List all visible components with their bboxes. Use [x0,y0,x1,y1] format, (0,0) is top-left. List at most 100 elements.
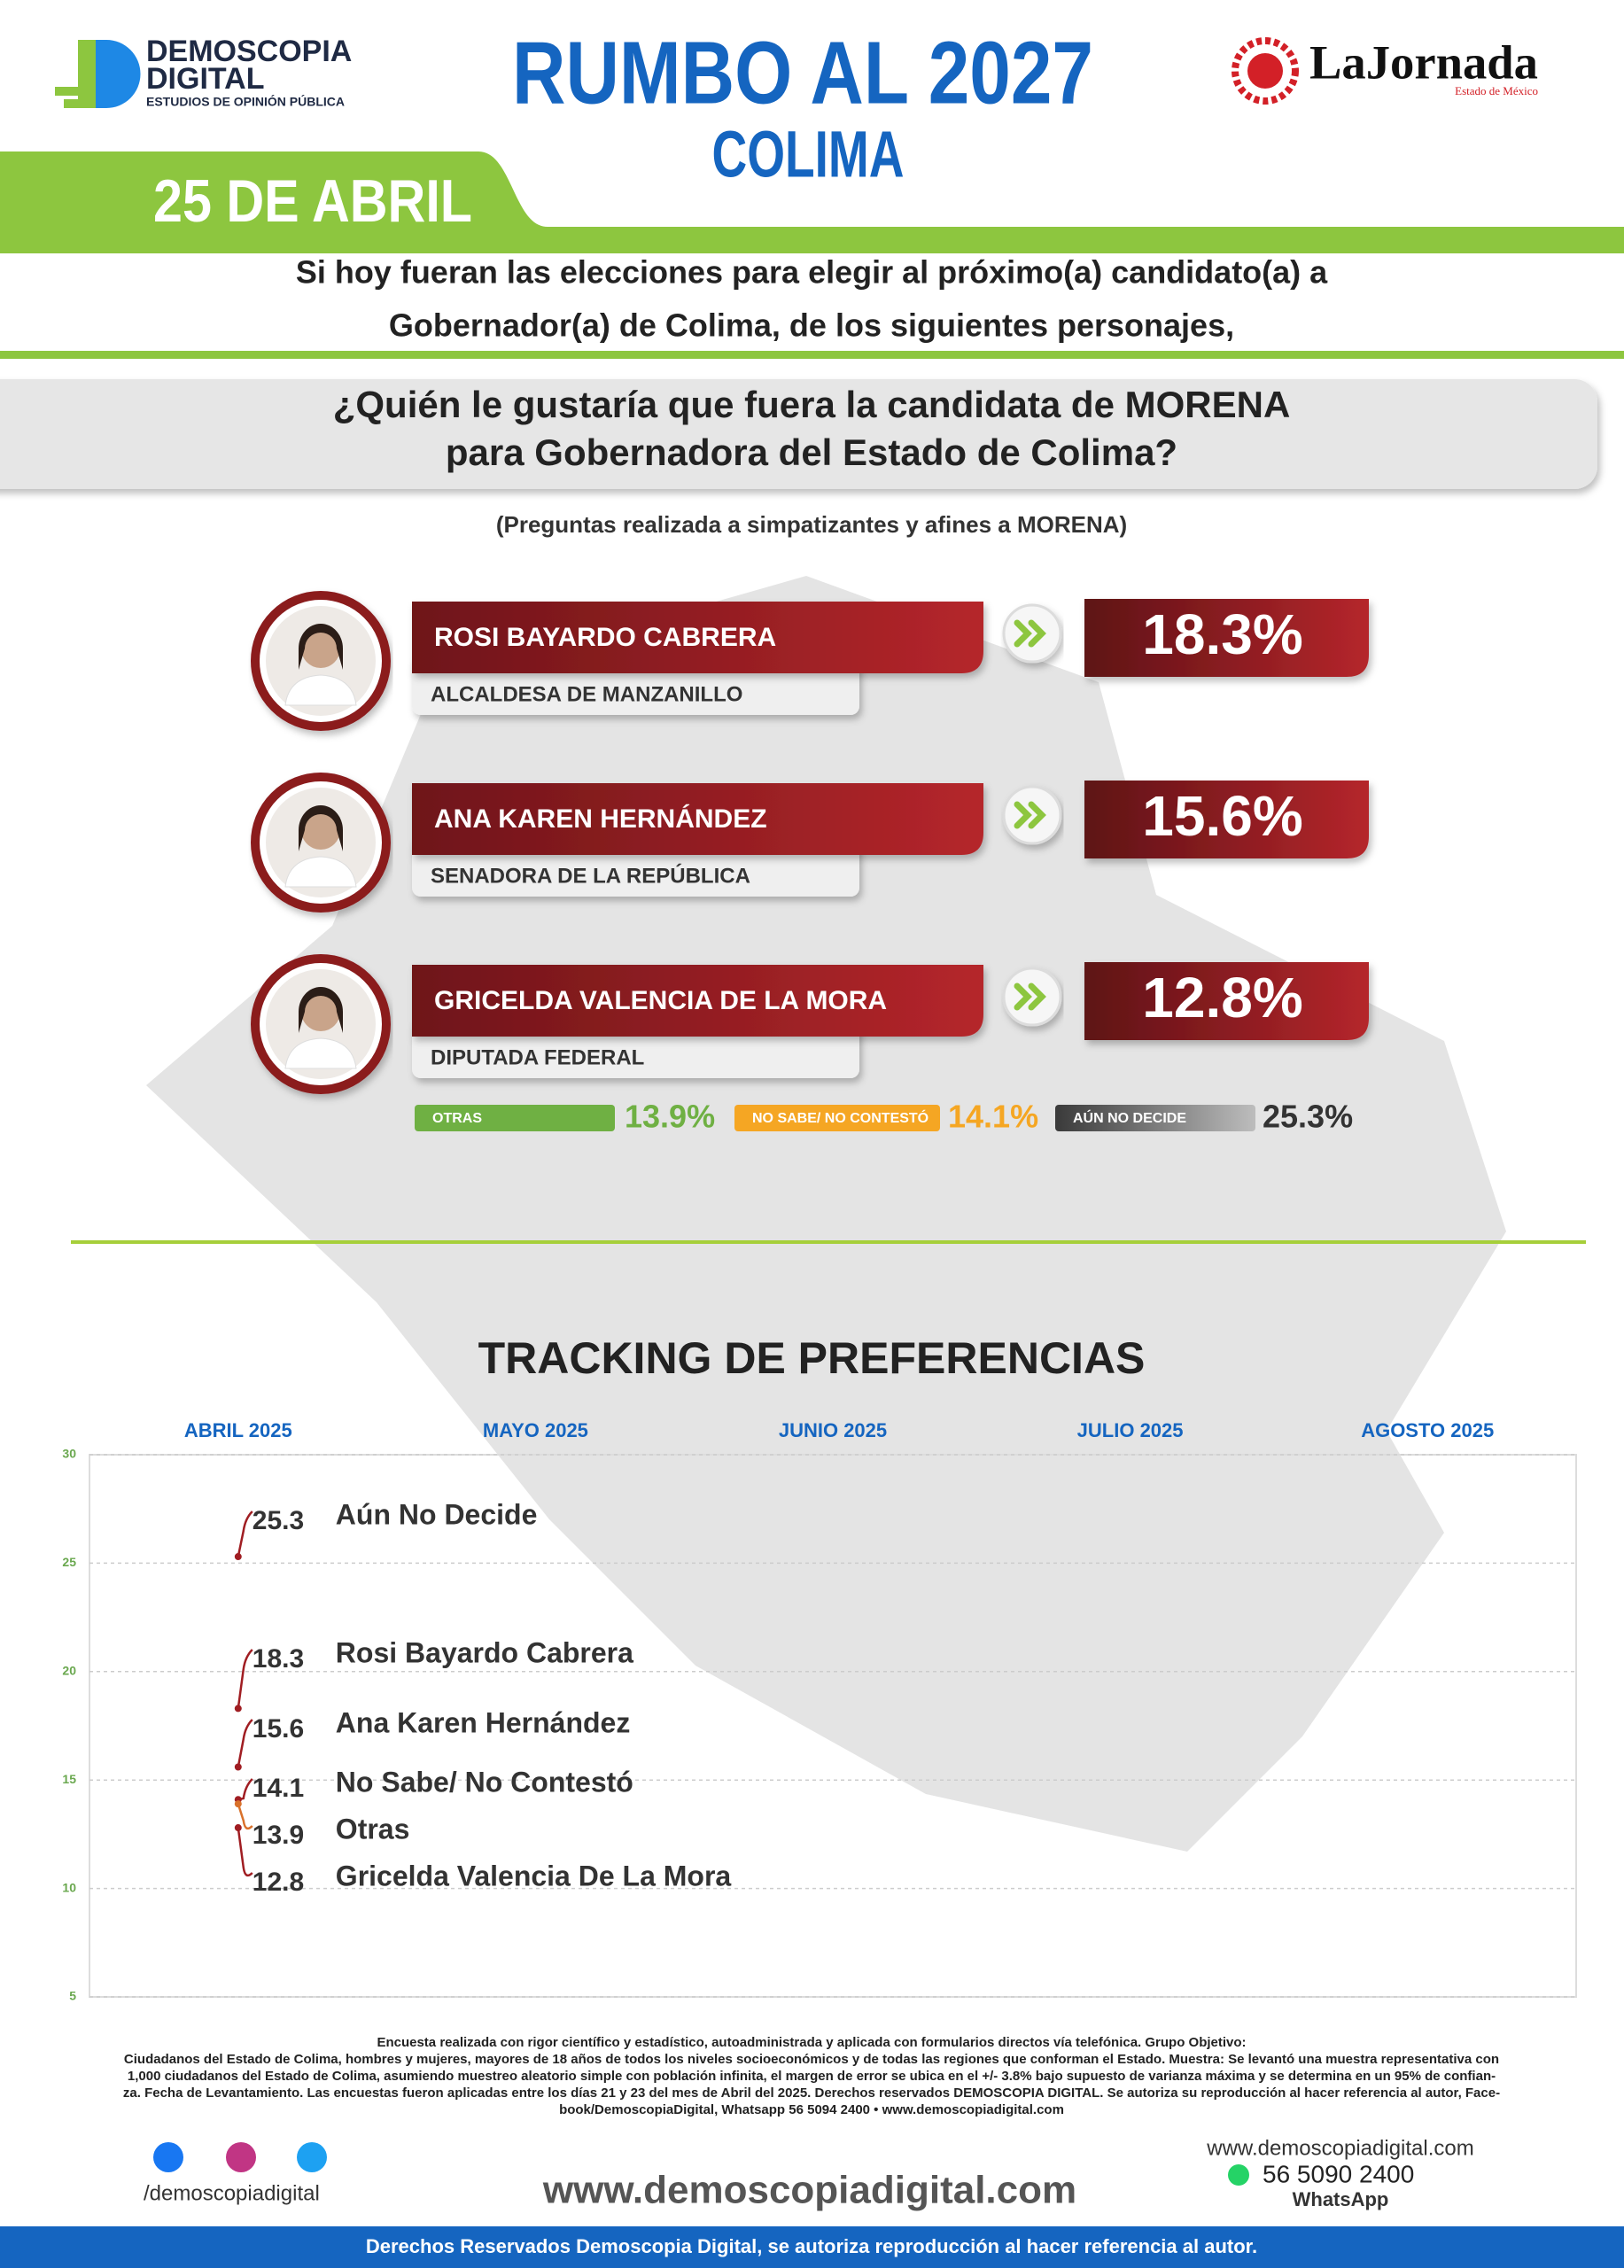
arrow-icon [1014,801,1046,829]
disclaimer-line: 1,000 ciudadanos del Estado de Colima, a… [128,2069,1496,2084]
candidate-role: DIPUTADA FEDERAL [431,1045,644,1069]
result-label: 15.6% [1142,784,1302,848]
x-tick-label: ABRIL 2025 [184,1419,292,1441]
result-label: 18.3% [1142,602,1302,666]
x-tick-label: AGOSTO 2025 [1361,1419,1494,1441]
brand-name: DEMOSCOPIA [146,35,352,68]
point-value: 25.3 [253,1506,304,1535]
question-box [0,379,1597,489]
data-point [234,1763,242,1771]
x-tick-label: MAYO 2025 [483,1419,588,1441]
disclaimer-line: za. Fecha de Levantamiento. Las encuesta… [123,2085,1500,2101]
x-tick-label: JULIO 2025 [1077,1419,1184,1441]
leader-line [237,1719,253,1767]
point-value: 12.8 [253,1868,304,1897]
photo-hair [299,624,343,670]
social-handle: /demoscopiadigital [144,2181,320,2205]
photo-hair [299,805,343,851]
series-name: Ana Karen Hernández [336,1706,631,1738]
point-value: 18.3 [253,1644,304,1674]
question-line: para Gobernadora del Estado de Colima? [446,431,1177,473]
arrow-circle [1002,785,1062,845]
disclaimer-line: book/DemoscopiaDigital, Whatsapp 56 5094… [559,2102,1064,2117]
name-bar [412,965,983,1037]
series-name: Aún No Decide [336,1498,538,1530]
data-point [234,1553,242,1561]
intro-line: Gobernador(a) de Colima, de los siguient… [389,307,1234,344]
series-name: Gricelda Valencia De La Mora [336,1860,732,1891]
rights-band [0,2226,1624,2268]
leader-line [237,1511,253,1557]
whatsapp-icon [1228,2164,1249,2186]
photo-head [301,811,340,850]
social-icon [226,2142,256,2172]
social-icon [153,2142,183,2172]
contact-web: www.demoscopiadigital.com [1206,2136,1473,2160]
arrow-circle [1002,967,1062,1027]
leader-line [237,1649,253,1709]
disclaimer-line: Encuesta realizada con rigor científico … [377,2035,1246,2050]
contact-phone: 56 5090 2400 [1263,2160,1414,2187]
candidate-name: GRICELDA VALENCIA DE LA MORA [434,986,887,1015]
plot-frame [89,1454,1577,1998]
logo-d-left [78,40,96,108]
name-bar [412,602,983,673]
data-point [234,1800,242,1808]
others-label: NO SABE/ NO CONTESTÓ [752,1109,929,1126]
x-tick-label: JUNIO 2025 [779,1419,887,1441]
y-tick-label: 30 [62,1447,76,1461]
others-result: 13.9% [625,1099,715,1135]
series-name: No Sabe/ No Contestó [336,1766,633,1798]
series-name: Otras [336,1813,410,1845]
partner-name: LaJornada [1309,35,1538,89]
result-box [1084,962,1369,1040]
question-line: ¿Quién le gustaría que fuera la candidat… [333,384,1291,425]
website-main: www.demoscopiadigital.com [542,2169,1076,2212]
y-tick-label: 20 [62,1664,76,1678]
data-point [234,1824,242,1832]
others-result: 25.3% [1263,1099,1353,1135]
disclaimer-line: Ciudadanos del Estado de Colima, hombres… [124,2052,1499,2067]
leader-line [237,1827,253,1877]
others-label: AÚN NO DECIDE [1073,1109,1186,1126]
others-result: 14.1% [948,1099,1038,1135]
y-tick-label: 5 [69,1989,76,2003]
divider [0,351,1624,359]
footer: Encuesta realizada con rigor científico … [0,2035,1624,2268]
result-box [1084,781,1369,858]
intro-line: Si hoy fueran las elecciones para elegir… [296,254,1328,291]
question-note: (Preguntas realizada a simpatizantes y a… [496,511,1127,538]
partner-sub: Estado de México [1455,84,1538,97]
y-tick-label: 10 [62,1880,76,1894]
others-bar [415,1105,615,1131]
partner-logo: LaJornada Estado de México [1232,35,1538,105]
leader-line [237,1778,253,1801]
arrow-icon [1014,619,1046,648]
point-value: 13.9 [253,1821,304,1850]
others-bar [734,1105,940,1131]
brand-logo: DEMOSCOPIA DIGITAL ESTUDIOS DE OPINIÓN P… [55,35,352,109]
result-label: 12.8% [1142,966,1302,1029]
candidate-name: ANA KAREN HERNÁNDEZ [434,804,767,834]
leader-line [237,1803,253,1830]
logo-bar [64,99,90,108]
candidate-name: ROSI BAYARDO CABRERA [434,623,776,652]
partner-emblem [1247,53,1283,89]
main-title: RUMBO AL 2027 [512,23,1093,122]
y-tick-label: 15 [62,1772,76,1786]
brand-tagline: ESTUDIOS DE OPINIÓN PÚBLICA [146,94,345,109]
date-band [0,151,1624,253]
chart-title: TRACKING DE PREFERENCIAS [478,1333,1146,1383]
partner-emblem [1232,37,1299,105]
data-point [234,1705,242,1713]
tracking-chart: TRACKING DE PREFERENCIAS ABRIL 2025 MAYO 2… [62,1333,1577,2003]
photo-body [284,1037,357,1069]
arrow-icon [1014,983,1046,1011]
point-value: 14.1 [253,1774,304,1803]
result-box [1084,599,1369,677]
date-label: 25 DE ABRIL [153,167,472,235]
photo-head [301,629,340,668]
